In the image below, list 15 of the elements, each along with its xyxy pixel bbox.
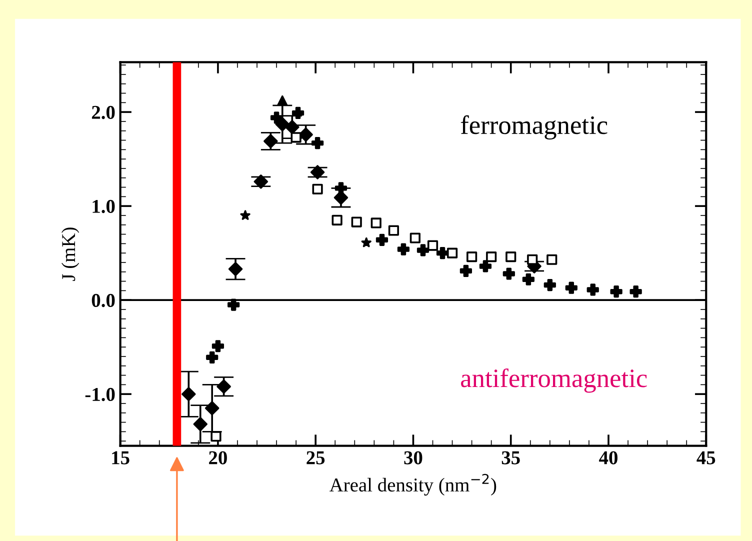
x-tick-label: 40 [599, 451, 618, 464]
x-tick-label: 45 [696, 451, 716, 464]
x-tick-label: 20 [209, 451, 227, 464]
x-tick-label: 35 [502, 451, 520, 464]
x-tick-label: 30 [404, 451, 422, 464]
x-tick-label: 15 [112, 451, 130, 464]
y-axis-title: J (mK) [61, 228, 80, 281]
x-tick-label: 25 [306, 451, 325, 464]
x-axis-title: Areal density (nm$^{−2}$) [330, 474, 496, 496]
y-tick-label: -1.0 [85, 388, 115, 402]
y-tick-label: 2.0 [92, 106, 115, 120]
y-tick-label: 1.0 [92, 200, 115, 214]
annotation: ferromagnetic [460, 115, 608, 140]
annotation: antiferromagnetic [461, 368, 647, 393]
y-tick-label: 0.0 [92, 294, 115, 308]
